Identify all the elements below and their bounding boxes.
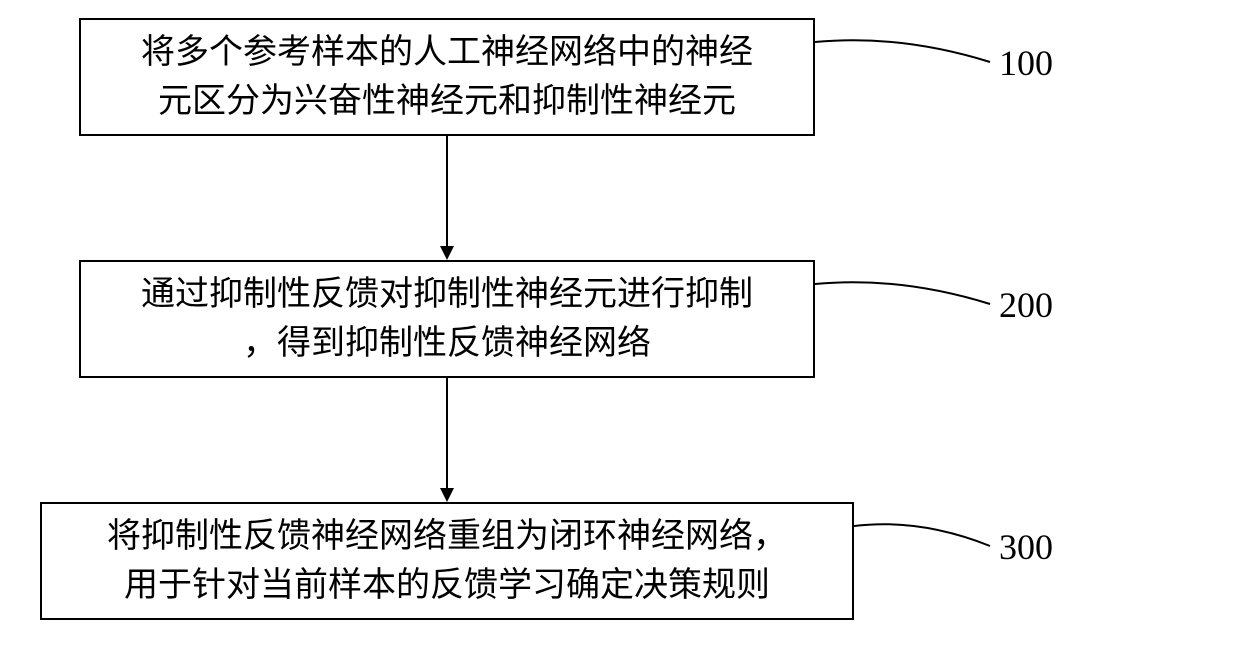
leader-1 — [815, 40, 990, 62]
leader-2 — [815, 282, 990, 304]
arrow-2 — [440, 378, 454, 502]
flow-step-2: 通过抑制性反馈对抑制性神经元进行抑制 ，得到抑制性反馈神经网络 — [79, 260, 815, 378]
step-label-2-text: 200 — [999, 285, 1053, 325]
step-label-2: 200 — [999, 284, 1053, 326]
flow-step-3-text: 将抑制性反馈神经网络重组为闭环神经网络， 用于针对当前样本的反馈学习确定决策规则 — [107, 512, 787, 611]
leader-3 — [854, 524, 990, 546]
step-label-1: 100 — [999, 42, 1053, 84]
arrow-1 — [440, 136, 454, 260]
flow-step-1-text: 将多个参考样本的人工神经网络中的神经 元区分为兴奋性神经元和抑制性神经元 — [141, 28, 753, 127]
flow-step-1: 将多个参考样本的人工神经网络中的神经 元区分为兴奋性神经元和抑制性神经元 — [79, 18, 815, 136]
step-label-3: 300 — [999, 526, 1053, 568]
step-label-1-text: 100 — [999, 43, 1053, 83]
step-label-3-text: 300 — [999, 527, 1053, 567]
flow-step-3: 将抑制性反馈神经网络重组为闭环神经网络， 用于针对当前样本的反馈学习确定决策规则 — [40, 502, 854, 620]
flow-step-2-text: 通过抑制性反馈对抑制性神经元进行抑制 ，得到抑制性反馈神经网络 — [141, 270, 753, 369]
